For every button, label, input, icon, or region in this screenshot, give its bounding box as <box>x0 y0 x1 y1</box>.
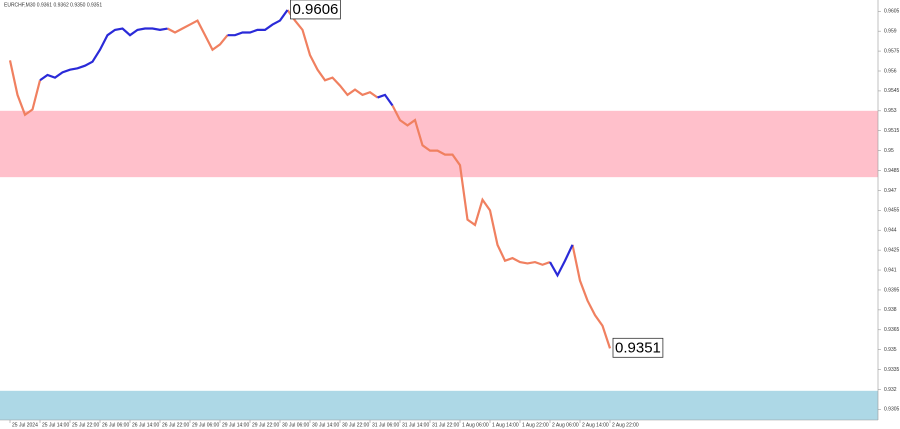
x-tick-label: 1 Aug 22:00 <box>522 422 549 428</box>
y-tick-label: 0.95 <box>884 148 894 154</box>
y-tick-label: 0.9365 <box>884 327 900 333</box>
y-tick-label: 0.9305 <box>884 407 900 413</box>
price-annotation: 0.9351 <box>615 339 661 356</box>
x-tick-label: 2 Aug 22:00 <box>612 422 639 428</box>
x-tick-label: 26 Jul 14:00 <box>132 422 159 428</box>
y-tick-label: 0.9515 <box>884 128 900 134</box>
x-tick-label: 31 Jul 06:00 <box>372 422 399 428</box>
annotation-box <box>290 0 341 20</box>
y-tick-label: 0.9545 <box>884 88 900 94</box>
y-tick-label: 0.9575 <box>884 48 900 54</box>
zone <box>0 390 878 420</box>
chart-title: EURCHF,M30 0.9361 0.9362 0.9350 0.9351 <box>4 2 102 8</box>
x-tick-label: 30 Jul 22:00 <box>342 422 369 428</box>
x-tick-label: 30 Jul 06:00 <box>282 422 309 428</box>
x-tick-label: 25 Jul 2024 <box>12 422 38 428</box>
x-tick-label: 1 Aug 14:00 <box>492 422 519 428</box>
y-tick-label: 0.944 <box>884 228 897 234</box>
y-tick-label: 0.947 <box>884 188 897 194</box>
y-tick-label: 0.959 <box>884 29 897 35</box>
price-line <box>39 9 574 278</box>
x-tick-label: 30 Jul 14:00 <box>312 422 339 428</box>
y-tick-label: 0.9425 <box>884 247 900 253</box>
x-tick-label: 26 Jul 06:00 <box>102 422 129 428</box>
x-tick-label: 2 Aug 14:00 <box>582 422 609 428</box>
y-tick-label: 0.953 <box>884 108 897 114</box>
x-tick-label: 31 Jul 14:00 <box>402 422 429 428</box>
x-tick-label: 25 Jul 14:00 <box>42 422 69 428</box>
x-tick-label: 25 Jul 22:00 <box>72 422 99 428</box>
price-line <box>8 9 612 349</box>
x-tick-label: 29 Jul 14:00 <box>222 422 249 428</box>
y-tick-label: 0.956 <box>884 68 897 74</box>
x-tick-label: 2 Aug 06:00 <box>552 422 579 428</box>
y-tick-label: 0.9395 <box>884 287 900 293</box>
price-annotation: 0.9606 <box>293 1 339 18</box>
annotation-box <box>612 337 664 358</box>
zone <box>0 110 878 178</box>
x-tick-label: 26 Jul 22:00 <box>162 422 189 428</box>
x-tick-label: 29 Jul 22:00 <box>252 422 279 428</box>
y-tick-label: 0.9335 <box>884 367 900 373</box>
y-tick-label: 0.932 <box>884 387 897 393</box>
y-tick-label: 0.9485 <box>884 168 900 174</box>
x-tick-label: 31 Jul 22:00 <box>432 422 459 428</box>
y-tick-label: 0.941 <box>884 267 897 273</box>
y-tick-label: 0.938 <box>884 307 897 313</box>
y-tick-label: 0.9455 <box>884 208 900 214</box>
y-tick-label: 0.935 <box>884 347 897 353</box>
x-tick-label: 29 Jul 06:00 <box>192 422 219 428</box>
y-tick-label: 0.9605 <box>884 9 900 15</box>
x-tick-label: 1 Aug 06:00 <box>462 422 489 428</box>
